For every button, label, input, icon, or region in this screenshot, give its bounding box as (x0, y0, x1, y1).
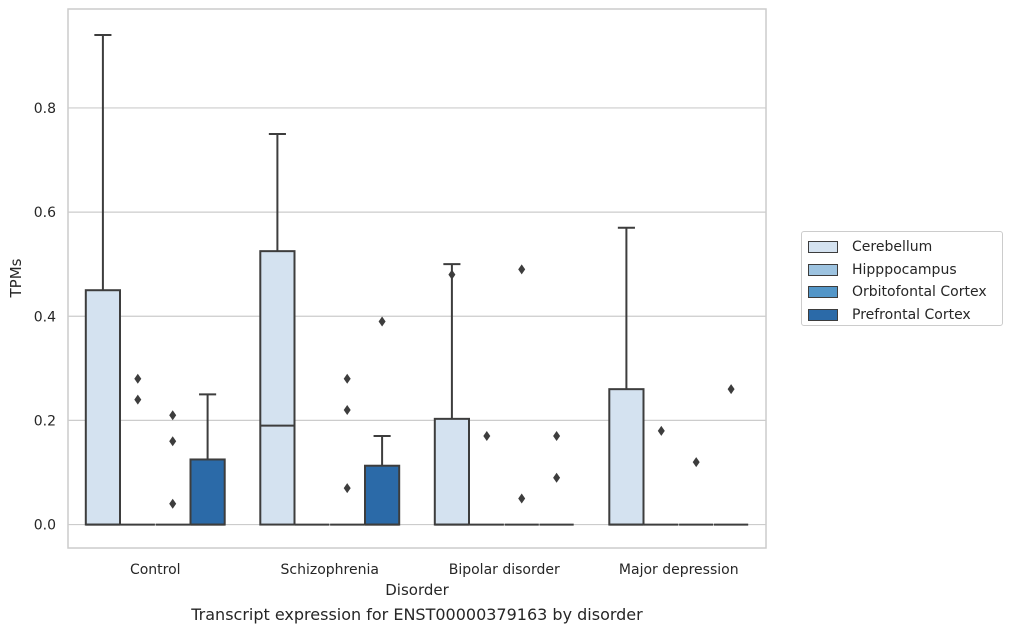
box (608, 388, 645, 526)
outlier-point (553, 472, 561, 483)
legend-label: Hipppocampus (852, 261, 957, 278)
legend-item-prefrontal-cortex: Prefrontal Cortex (808, 304, 996, 327)
legend-swatch (808, 286, 838, 299)
legend: Cerebellum Hipppocampus Orbitofontal Cor… (801, 231, 1003, 326)
outlier-point (169, 410, 177, 421)
outlier-point (343, 404, 351, 415)
outlier-point (448, 269, 456, 280)
x-tick-label: Bipolar disorder (449, 562, 560, 578)
y-tick-label: 0.4 (34, 309, 56, 325)
outlier-point (518, 264, 526, 275)
outlier-point (134, 394, 142, 405)
legend-swatch (808, 241, 838, 254)
box (433, 417, 471, 526)
gridlines (68, 107, 766, 526)
legend-swatch (808, 263, 838, 276)
box (84, 289, 122, 526)
legend-label: Prefrontal Cortex (852, 306, 971, 323)
chart-caption: Transcript expression for ENST0000037916… (191, 605, 643, 624)
outlier-point (727, 384, 735, 395)
box (259, 250, 296, 526)
box (189, 458, 226, 526)
legend-item-hippocampus: Hipppocampus (808, 259, 996, 282)
outlier-point (343, 483, 351, 494)
y-tick-label: 0.0 (34, 518, 56, 534)
plot-frame (67, 8, 767, 549)
outlier-point (692, 457, 700, 468)
outlier-point (553, 431, 561, 442)
outlier-point (169, 436, 177, 447)
y-tick-label: 0.2 (34, 413, 56, 429)
x-tick-label: Schizophrenia (281, 562, 379, 578)
outlier-point (343, 373, 351, 384)
outlier-point (518, 493, 526, 504)
y-axis-ticks: 0.0 0.2 0.4 0.6 0.8 (34, 101, 56, 534)
outlier-point (483, 431, 491, 442)
y-tick-label: 0.8 (34, 101, 56, 117)
x-axis-ticks: Control Schizophrenia Bipolar disorder Majo… (130, 562, 739, 578)
outlier-point (378, 316, 386, 327)
legend-label: Cerebellum (852, 239, 933, 256)
y-axis-label: TPMs (7, 258, 25, 298)
legend-swatch (808, 308, 838, 321)
outlier-point (657, 425, 665, 436)
y-tick-label: 0.6 (34, 205, 56, 221)
outlier-point (169, 498, 177, 509)
legend-item-cerebellum: Cerebellum (808, 236, 996, 259)
x-axis-label: Disorder (385, 581, 449, 599)
legend-item-orbitofrontal-cortex: Orbitofontal Cortex (808, 281, 996, 304)
legend-label: Orbitofontal Cortex (852, 284, 987, 301)
box-series (84, 34, 749, 526)
x-tick-label: Major depression (619, 562, 739, 578)
box (363, 464, 401, 526)
outlier-point (134, 373, 142, 384)
x-tick-label: Control (130, 562, 181, 578)
